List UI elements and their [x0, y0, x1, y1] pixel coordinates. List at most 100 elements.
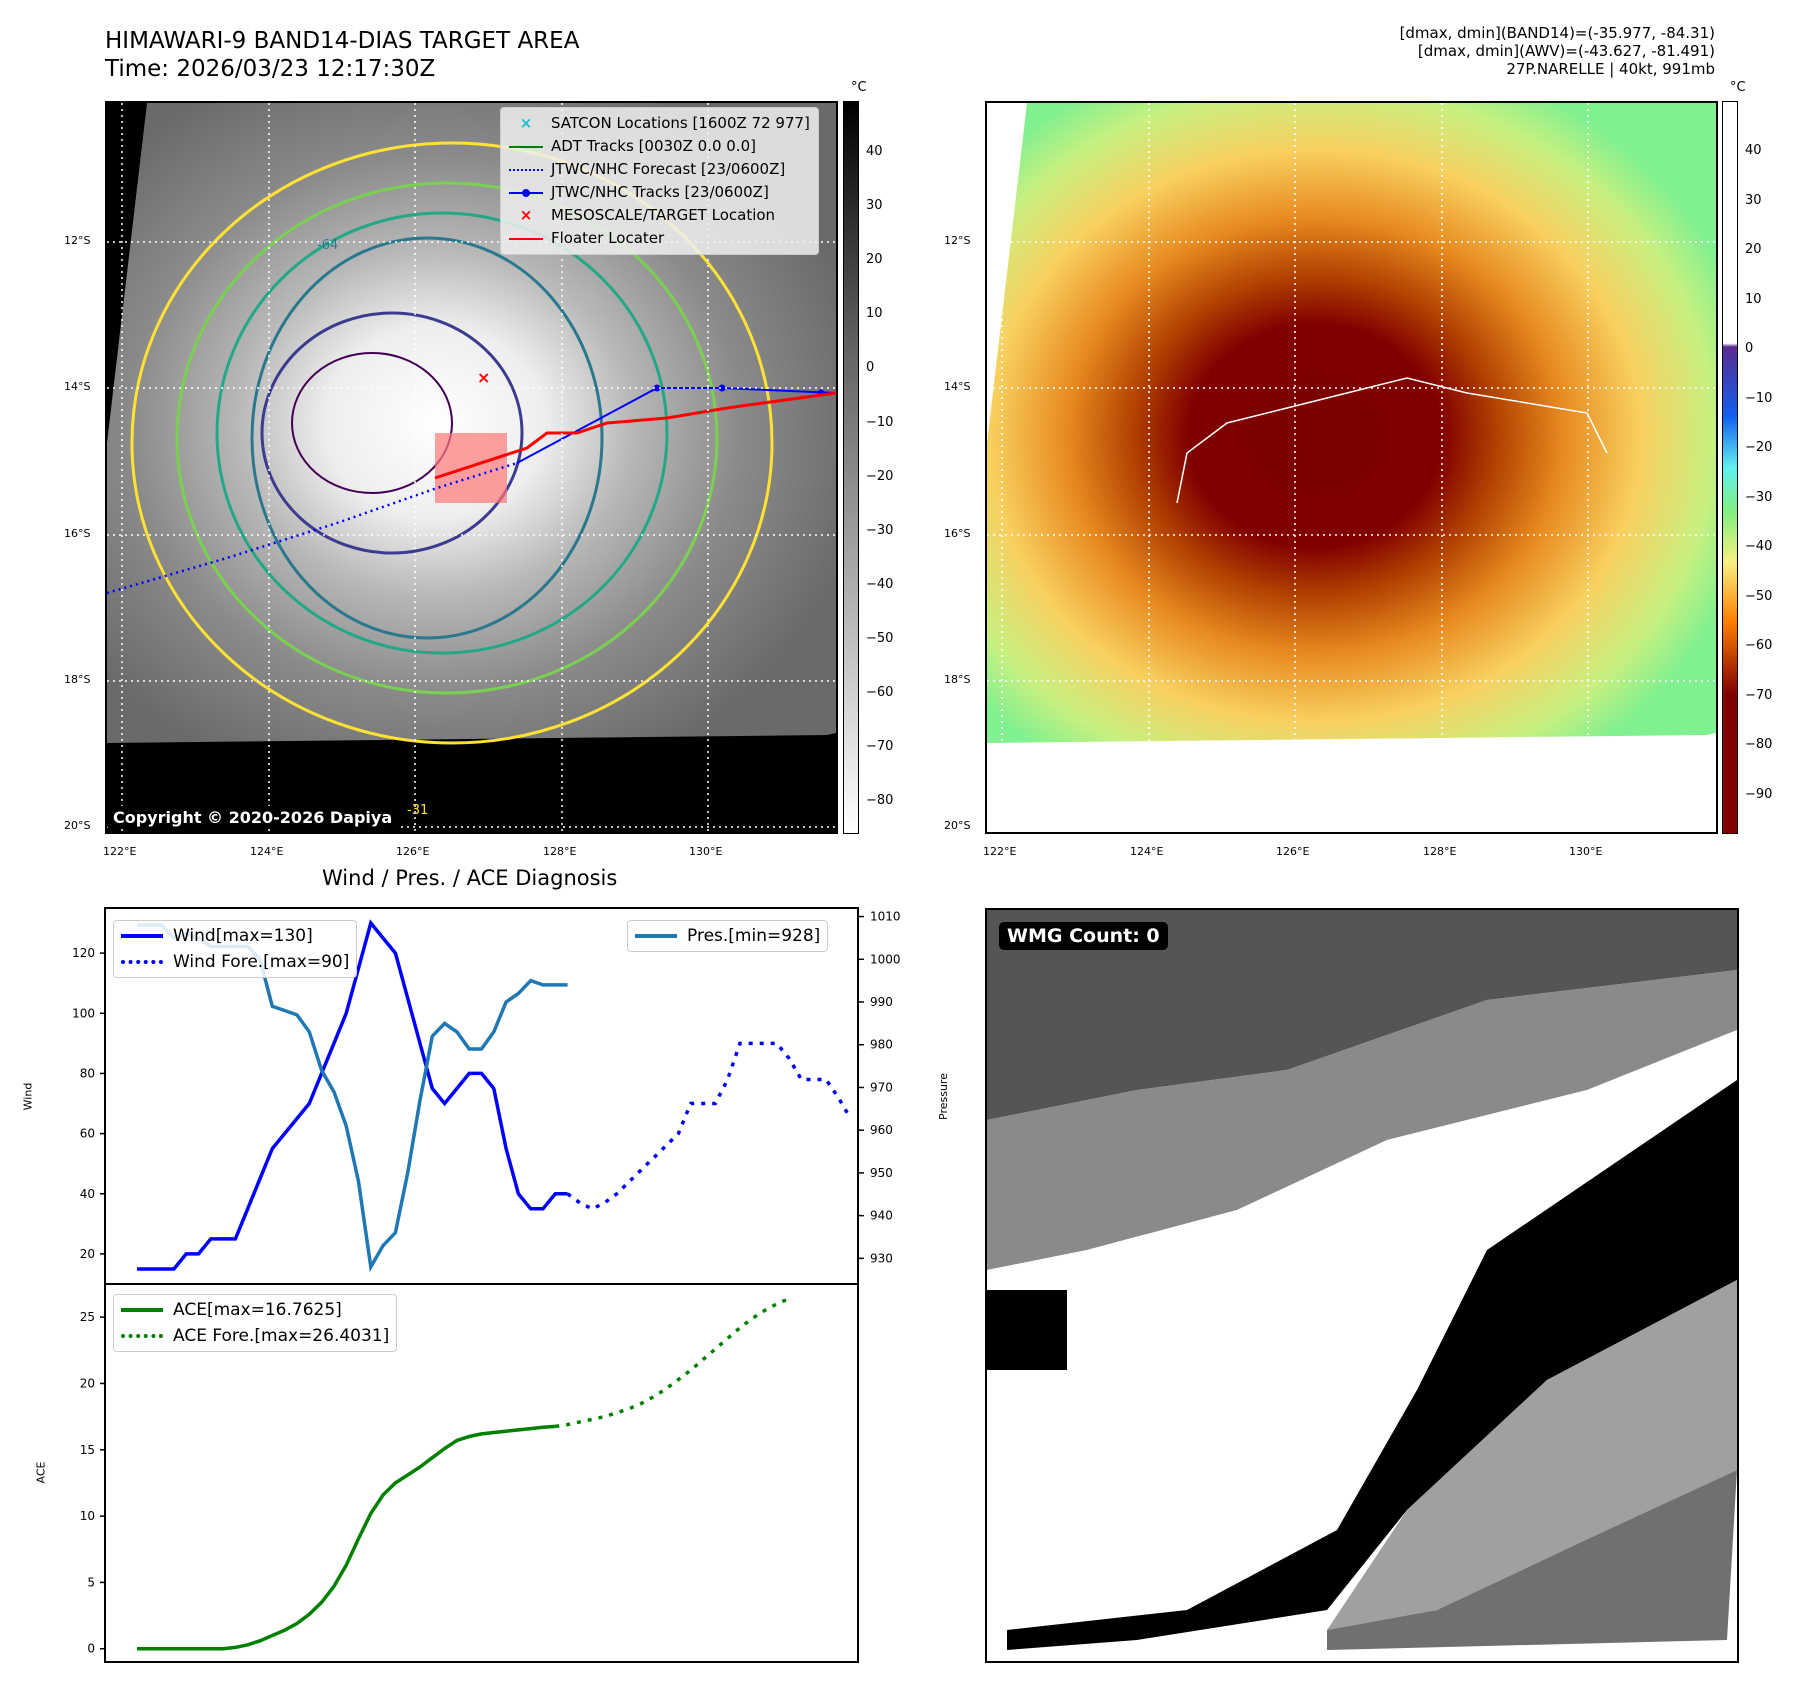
colorbar-tick: −20 — [866, 468, 894, 484]
solid-line-icon — [635, 934, 677, 938]
ir-map-canvas: × — [107, 103, 836, 832]
contour-green — [215, 211, 669, 655]
copyright-label: Copyright © 2020-2026 Dapiya — [107, 806, 399, 829]
legend-item-jtwc-tracks: JTWC/NHC Tracks [23/0600Z] — [509, 181, 810, 204]
colorbar-tick: −10 — [866, 414, 894, 430]
lat-tick: 18°S — [64, 673, 91, 686]
legend-ace-fore: ACE Fore.[max=26.4031] — [173, 1326, 390, 1346]
lon-tick: 122°E — [103, 845, 137, 858]
legend-ace: ACE[max=16.7625] — [173, 1300, 342, 1320]
colorbar-tick: −30 — [1745, 489, 1773, 505]
pressure-ytick-label: 1000 — [870, 952, 901, 966]
figure-title-block: HIMAWARI-9 BAND14-DIAS TARGET AREA Time:… — [105, 27, 579, 83]
colorbar-tick: 20 — [1745, 242, 1762, 257]
pressure-ytick-label: 990 — [870, 995, 893, 1009]
ace-axis-label: ACE — [34, 1461, 48, 1484]
colorbar-tick: −20 — [1745, 440, 1773, 455]
solid-line-icon — [509, 234, 543, 244]
ir-map: × -31 -64 × SATCON Locations [1600Z 72 9… — [105, 101, 838, 834]
diagnosis-title: Wind / Pres. / ACE Diagnosis — [322, 866, 618, 890]
colorbar-tick: −90 — [1745, 786, 1773, 802]
pressure-ytick-label: 940 — [870, 1209, 893, 1223]
wmg-region-white — [987, 1030, 1737, 1630]
awv-map-canvas — [987, 103, 1716, 743]
dotted-line-icon — [121, 960, 163, 964]
colorbar-tick: −70 — [1745, 687, 1773, 703]
colorbar-tick: 40 — [1745, 143, 1762, 158]
colorbar-tick: −70 — [866, 739, 894, 755]
wind-axis-label: Wind — [21, 1082, 35, 1111]
lon-tick: 124°E — [250, 845, 284, 858]
series-line-ace — [137, 1424, 556, 1651]
x-marker-icon: × — [519, 114, 533, 132]
lat-tick: 14°S — [944, 380, 971, 393]
wind-ytick-label: 40 — [80, 1187, 95, 1201]
ace-axes-frame — [104, 1283, 859, 1663]
legend-item-mesoscale: × MESOSCALE/TARGET Location — [509, 204, 810, 227]
stats-band14: [dmax, dmin](BAND14)=(-35.977, -84.31) — [1399, 24, 1715, 42]
contour-lightgreen — [175, 181, 719, 695]
solid-line-icon — [121, 1308, 163, 1312]
contour-indigo — [291, 352, 453, 494]
legend-wind-fore: Wind Fore.[max=90] — [173, 952, 350, 972]
colorbar-tick: 40 — [866, 144, 883, 159]
line-dot-icon — [509, 188, 543, 198]
ace-ytick-label: 25 — [80, 1310, 95, 1324]
lat-tick: 20°S — [944, 819, 971, 832]
stats-awv: [dmax, dmin](AWV)=(-43.627, -81.491) — [1417, 42, 1715, 60]
wind-ytick-label: 60 — [80, 1127, 95, 1141]
colorbar-tick: 10 — [866, 306, 883, 322]
ace-ytick-label: 20 — [80, 1376, 95, 1390]
contour-navy — [260, 311, 524, 555]
ace-ytick-label: 10 — [80, 1509, 95, 1523]
lat-tick: 12°S — [944, 234, 971, 247]
pressure-ytick-label: 980 — [870, 1038, 893, 1052]
wmg-region-black — [1007, 1080, 1737, 1650]
legend-wind: Wind[max=130] — [173, 926, 313, 946]
mesoscale-target-box — [435, 433, 507, 503]
series-line-wind-fore- — [566, 1041, 853, 1211]
lat-tick: 18°S — [944, 673, 971, 686]
lat-tick: 20°S — [64, 819, 91, 832]
lat-tick: 16°S — [64, 527, 91, 540]
colorbar-tick: 0 — [866, 360, 875, 376]
colorbar-tick: 30 — [1745, 192, 1762, 208]
wind-ytick-label: 100 — [72, 1006, 95, 1020]
wmg-grid — [987, 910, 1737, 1650]
series-line-ace-fore- — [555, 1296, 790, 1429]
colorbar-tick: −80 — [1745, 737, 1773, 752]
colorbar-tick: 10 — [1745, 291, 1762, 307]
pressure-legend: Pres.[min=928] — [627, 920, 829, 952]
legend-item-satcon: × SATCON Locations [1600Z 72 977] — [509, 112, 810, 135]
ace-chart: 0 5 10 15 20 25 — [80, 1283, 859, 1663]
ir-map-legend: × SATCON Locations [1600Z 72 977] ADT Tr… — [500, 107, 819, 255]
solid-line-icon — [509, 142, 543, 152]
wind-ytick-label: 120 — [72, 946, 95, 960]
lon-tick: 126°E — [396, 845, 430, 858]
wmg-region-gray — [987, 970, 1737, 1270]
pressure-ytick-label: 950 — [870, 1166, 893, 1180]
lon-tick: 126°E — [1276, 845, 1310, 858]
ace-ytick-label: 5 — [87, 1575, 95, 1589]
x-marker-icon: × — [519, 206, 533, 224]
figure-time: Time: 2026/03/23 12:17:30Z — [105, 56, 436, 82]
lon-tick: 128°E — [543, 845, 577, 858]
lat-tick: 12°S — [64, 234, 91, 247]
legend-item-floater: Floater Locater — [509, 227, 810, 250]
solid-line-icon — [121, 934, 163, 938]
wmg-region-black-left — [987, 1290, 1067, 1370]
pressure-ytick-label: 960 — [870, 1123, 893, 1137]
contour-teal — [250, 236, 604, 640]
wind-ytick-label: 80 — [80, 1066, 95, 1080]
colorbar-unit: °C — [1730, 80, 1746, 95]
colorbar-tick: −60 — [1745, 638, 1773, 653]
jtwc-forecast-track — [107, 461, 518, 595]
colorbar-color — [1722, 101, 1738, 834]
lat-tick: 16°S — [944, 527, 971, 540]
colorbar-tick: 20 — [866, 252, 883, 268]
coastline — [1176, 377, 1608, 504]
contour-label: -31 — [407, 803, 429, 818]
stats-block: [dmax, dmin](BAND14)=(-35.977, -84.31) [… — [1400, 24, 1715, 78]
contour-yellow — [130, 141, 774, 745]
lon-tick: 130°E — [689, 845, 723, 858]
